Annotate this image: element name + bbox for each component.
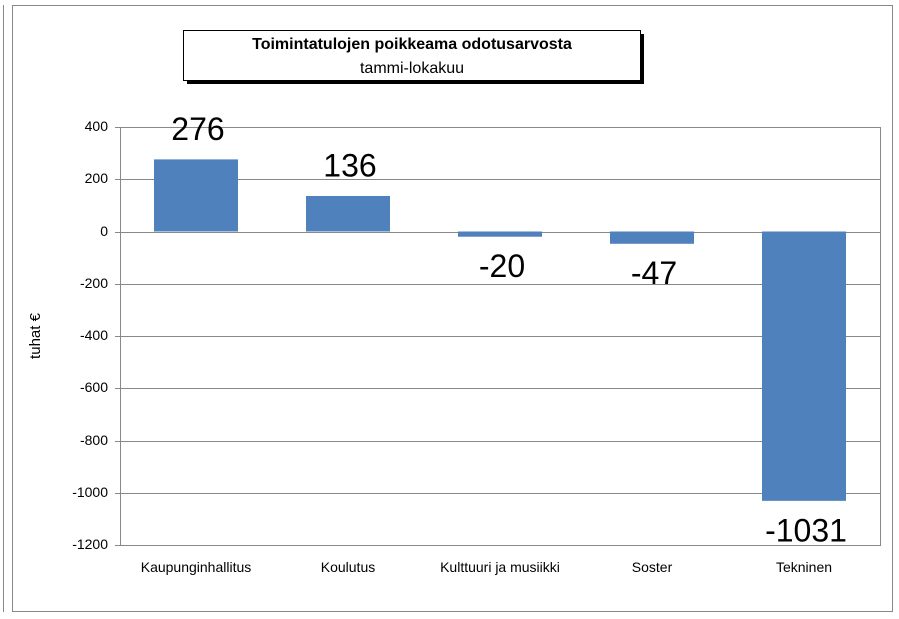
x-tick-label: Kaupunginhallitus bbox=[140, 559, 252, 575]
data-label: -1031 bbox=[765, 512, 847, 548]
y-tick-label: -1200 bbox=[72, 536, 108, 552]
y-tick-label: -400 bbox=[80, 327, 108, 343]
data-label: 276 bbox=[171, 111, 224, 147]
bar bbox=[610, 231, 694, 244]
bar bbox=[458, 231, 542, 237]
chart-title: Toimintatulojen poikkeama odotusarvosta bbox=[252, 36, 572, 53]
data-label: 136 bbox=[323, 147, 376, 183]
title-box bbox=[183, 30, 641, 81]
bar bbox=[154, 159, 238, 232]
y-tick-label: 400 bbox=[85, 118, 109, 134]
data-label: -20 bbox=[479, 248, 525, 284]
y-axis-label: tuhat € bbox=[27, 312, 44, 359]
data-label: -47 bbox=[631, 255, 677, 291]
y-tick-label: -200 bbox=[80, 275, 108, 291]
y-tick-label: -1000 bbox=[72, 484, 108, 500]
chart-subtitle: tammi-lokakuu bbox=[360, 60, 464, 77]
x-tick-label: Koulutus bbox=[320, 559, 376, 575]
y-tick-label: -600 bbox=[80, 379, 108, 395]
x-tick-label: Tekninen bbox=[775, 559, 833, 575]
bar bbox=[306, 195, 390, 232]
y-tick-label: -800 bbox=[80, 432, 108, 448]
y-tick-label: 200 bbox=[85, 170, 109, 186]
x-tick-label: Soster bbox=[631, 559, 673, 575]
x-tick-label: Kulttuuri ja musiikki bbox=[440, 559, 560, 575]
bar bbox=[762, 231, 846, 501]
y-tick-label: 0 bbox=[100, 223, 108, 239]
